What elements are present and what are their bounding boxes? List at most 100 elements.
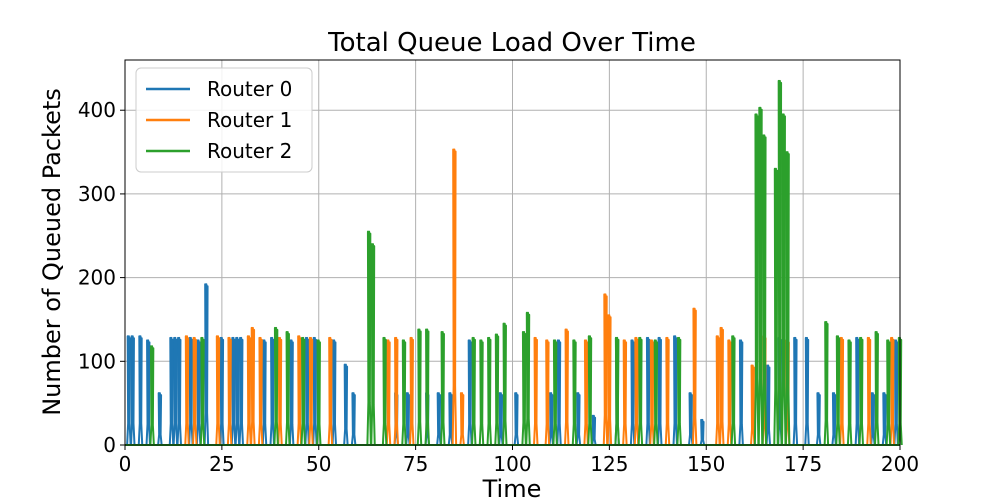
series-spike	[552, 339, 558, 446]
series-spike	[230, 336, 237, 446]
series-spike	[653, 339, 659, 446]
y-axis-label: Number of Queued Packets	[38, 88, 66, 416]
series-spike	[866, 336, 872, 446]
series-spike	[157, 392, 163, 446]
series-spike	[312, 336, 318, 446]
series-spike	[893, 339, 899, 446]
series-spike	[300, 336, 306, 446]
series-spike	[858, 336, 864, 446]
series-spike	[676, 336, 682, 446]
series-spike	[486, 336, 492, 446]
series-spike	[889, 336, 895, 446]
x-tick-label: 25	[209, 452, 234, 476]
series-spike	[571, 339, 578, 446]
series-spike	[199, 336, 206, 446]
series-spike	[381, 336, 388, 446]
series-spike	[370, 243, 376, 446]
x-tick-label: 75	[403, 452, 428, 476]
series-spike	[498, 392, 504, 446]
x-tick-label: 50	[306, 452, 331, 476]
series-spike	[447, 392, 454, 446]
series-spike	[688, 392, 694, 446]
y-tick-label: 0	[103, 433, 116, 457]
series-spike	[672, 335, 678, 446]
series-spike	[831, 392, 837, 446]
series-spike	[637, 336, 644, 446]
series-spike	[854, 336, 861, 446]
series-spike	[192, 336, 198, 446]
chart-title: Total Queue Load Over Time	[327, 28, 696, 58]
series-spike	[773, 167, 779, 446]
series-spike	[521, 331, 527, 446]
series-spike	[409, 336, 415, 446]
series-spike	[564, 328, 570, 446]
series-spike	[513, 392, 520, 446]
series-spike	[172, 336, 179, 446]
x-tick-label: 0	[119, 452, 132, 476]
series-spike	[234, 336, 241, 446]
legend-label-router-2: Router 2	[207, 139, 292, 163]
series-spike	[459, 392, 465, 446]
series-spike	[149, 345, 155, 446]
series-spike	[881, 392, 888, 446]
series-spike	[176, 336, 182, 446]
series-spike	[784, 151, 791, 446]
x-tick-label: 200	[881, 452, 919, 476]
series-spike	[548, 392, 554, 446]
series-spike	[629, 339, 636, 446]
series-spike	[316, 339, 322, 446]
series-spike	[823, 320, 830, 446]
series-spike	[726, 339, 733, 446]
series-spike	[304, 336, 310, 446]
series-spike	[257, 336, 264, 446]
series-spike	[502, 322, 508, 446]
series-spike	[525, 311, 531, 446]
series-spike	[870, 392, 876, 446]
series-spike	[269, 336, 275, 446]
y-tick-label: 100	[78, 349, 116, 373]
legend-box	[135, 67, 313, 173]
series-spike	[583, 339, 589, 446]
series-spike	[219, 336, 225, 446]
series-spike	[343, 363, 349, 446]
series-spike	[226, 336, 233, 446]
series-spike	[602, 293, 609, 446]
series-spike	[846, 339, 853, 446]
series-spike	[874, 331, 880, 446]
series-spike	[238, 336, 244, 446]
series-spike	[885, 339, 892, 446]
series-spike	[730, 335, 737, 446]
series-spike	[145, 339, 151, 446]
series-spike	[533, 336, 539, 446]
series-spike	[250, 326, 256, 446]
series-spike	[606, 314, 613, 446]
x-tick-label: 175	[784, 452, 822, 476]
series-spike	[416, 328, 423, 446]
series-spike	[168, 336, 175, 446]
series-layer	[125, 79, 903, 446]
series-spike	[691, 307, 698, 446]
series-spike	[327, 336, 334, 446]
series-spike	[815, 392, 822, 446]
series-spike	[130, 335, 136, 446]
legend-label-router-1: Router 1	[207, 108, 292, 132]
series-spike	[215, 335, 221, 446]
y-tick-label: 200	[78, 266, 116, 290]
series-spike	[184, 335, 190, 446]
series-spike	[750, 364, 756, 446]
series-spike	[451, 148, 458, 446]
series-spike	[440, 331, 446, 446]
series-spike	[719, 326, 725, 446]
series-spike	[478, 339, 485, 446]
series-spike	[385, 339, 392, 446]
series-spike	[137, 335, 144, 446]
series-spike	[753, 113, 760, 446]
series-spike	[288, 339, 295, 446]
series-spike	[494, 333, 500, 446]
series-spike	[649, 339, 655, 446]
x-tick-label: 125	[590, 452, 628, 476]
tick-layer: 0 25 50 75 100 125 150 175 200 0 100 200 300 400	[78, 98, 919, 476]
series-spike	[308, 336, 314, 446]
series-spike	[699, 418, 706, 446]
